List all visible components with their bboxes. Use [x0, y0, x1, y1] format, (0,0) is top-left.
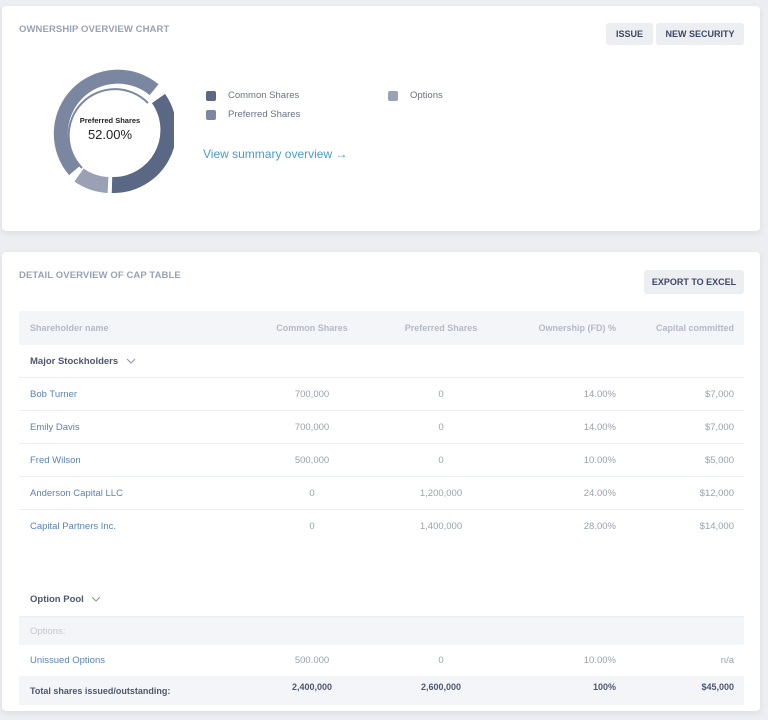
- table-row: Anderson Capital LLC 0 1,200,000 24.00% …: [19, 477, 744, 510]
- total-preferred-shares: 2,600,000: [420, 682, 462, 692]
- ownership-cell: 14.00%: [583, 421, 616, 433]
- total-capital-committed: $45,000: [701, 682, 734, 692]
- column-header-ownership[interactable]: Ownership (FD) %: [538, 323, 616, 333]
- group-label: Option Pool: [30, 594, 84, 605]
- table-row: Emily Davis 700,000 0 14.00% $7,000: [19, 411, 744, 444]
- total-common-shares: 2,400,000: [291, 682, 333, 692]
- cap-table-card-title: DETAIL OVERVIEW OF CAP TABLE: [19, 270, 181, 281]
- chart-legend: Common Shares Preferred Shares Options: [206, 90, 486, 130]
- shareholder-name-link[interactable]: Anderson Capital LLC: [30, 487, 123, 499]
- donut-svg: [53, 69, 174, 193]
- chevron-down-icon: [92, 597, 101, 603]
- legend-item-preferred-shares[interactable]: Preferred Shares: [206, 109, 300, 120]
- ownership-cell: 24.00%: [583, 487, 616, 499]
- options-subheader-row: Options:: [19, 616, 744, 645]
- common-shares-cell: 700,000: [294, 388, 330, 400]
- capital-committed-cell: $12,000: [699, 487, 734, 499]
- column-header-shareholder-name[interactable]: Shareholder name: [30, 323, 109, 333]
- donut-inner-accent: [67, 88, 149, 169]
- ownership-card-title: OWNERSHIP OVERVIEW CHART: [19, 24, 170, 35]
- capital-committed-cell: $5,000: [704, 454, 734, 466]
- preferred-shares-cell: 0: [438, 388, 444, 400]
- legend-label: Options: [410, 90, 443, 101]
- table-header-row: Shareholder name Common Shares Preferred…: [19, 311, 744, 345]
- ownership-cell: 28.00%: [583, 521, 616, 532]
- cap-table-card: DETAIL OVERVIEW OF CAP TABLE EXPORT TO E…: [2, 252, 760, 711]
- common-shares-cell: 700,000: [294, 421, 330, 433]
- shareholder-name-link[interactable]: Bob Turner: [30, 388, 77, 400]
- total-ownership: 100%: [592, 682, 616, 692]
- issue-button[interactable]: ISSUE: [606, 23, 653, 45]
- export-to-excel-button[interactable]: EXPORT TO EXCEL: [644, 270, 744, 294]
- column-header-capital-committed[interactable]: Capital committed: [655, 323, 734, 333]
- donut-segment-common: [111, 93, 174, 193]
- capital-committed-cell: $7,000: [704, 388, 734, 400]
- new-security-button[interactable]: NEW SECURITY: [656, 23, 744, 45]
- donut-segment-options: [74, 168, 109, 193]
- group-toggle-option-pool[interactable]: Option Pool: [19, 583, 744, 616]
- donut-center-value: 52.00%: [87, 127, 133, 142]
- cap-table: Shareholder name Common Shares Preferred…: [19, 311, 744, 705]
- total-label: Total shares issued/outstanding:: [30, 686, 171, 696]
- group-toggle-major-stockholders[interactable]: Major Stockholders: [19, 345, 744, 378]
- shareholder-name-link[interactable]: Fred Wilson: [30, 454, 81, 466]
- common-shares-cell: 500,000: [294, 454, 330, 466]
- table-row: Fred Wilson 500,000 0 10.00% $5,000: [19, 444, 744, 477]
- donut-segment-preferred: [53, 69, 159, 176]
- ownership-cell: 10.00%: [583, 655, 616, 666]
- group-label: Major Stockholders: [30, 355, 119, 367]
- legend-swatch-icon: [388, 90, 398, 101]
- ownership-cell: 10.00%: [583, 454, 616, 466]
- table-row: Unissued Options 500.000 0 10.00% n/a: [19, 645, 744, 676]
- preferred-shares-cell: 0: [438, 655, 444, 666]
- shareholder-name-link[interactable]: Emily Davis: [30, 421, 80, 433]
- ownership-overview-card: OWNERSHIP OVERVIEW CHART ISSUE NEW SECUR…: [2, 6, 760, 231]
- ownership-donut-chart: Preferred Shares 52.00%: [46, 65, 174, 193]
- view-summary-overview-link[interactable]: View summary overview →: [203, 147, 348, 161]
- preferred-shares-cell: 1,200,000: [419, 487, 463, 499]
- column-header-preferred-shares[interactable]: Preferred Shares: [404, 323, 478, 333]
- legend-label: Preferred Shares: [228, 109, 301, 120]
- options-subheader-label: Options:: [30, 625, 66, 637]
- total-row: Total shares issued/outstanding: 2,400,0…: [19, 676, 744, 705]
- legend-swatch-icon: [206, 90, 216, 101]
- table-row: Bob Turner 700,000 0 14.00% $7,000: [19, 378, 744, 411]
- legend-swatch-icon: [206, 109, 216, 120]
- legend-item-common-shares[interactable]: Common Shares: [206, 90, 299, 101]
- capital-committed-cell: n/a: [720, 655, 734, 666]
- common-shares-cell: 500.000: [294, 655, 330, 666]
- shareholder-name-link[interactable]: Unissued Options: [30, 655, 105, 666]
- capital-committed-cell: $14,000: [699, 521, 734, 532]
- common-shares-cell: 0: [309, 521, 315, 532]
- ownership-cell: 14.00%: [583, 388, 616, 400]
- preferred-shares-cell: 0: [438, 454, 444, 466]
- preferred-shares-cell: 0: [438, 421, 444, 433]
- common-shares-cell: 0: [309, 487, 315, 499]
- legend-label: Common Shares: [228, 90, 300, 101]
- donut-center: Preferred Shares 52.00%: [46, 65, 174, 193]
- chevron-down-icon: [126, 358, 136, 364]
- capital-committed-cell: $7,000: [704, 421, 734, 433]
- table-spacer: [19, 543, 744, 583]
- legend-item-options[interactable]: Options: [388, 90, 443, 101]
- donut-center-label: Preferred Shares: [79, 116, 141, 125]
- table-row: Capital Partners Inc. 0 1,400,000 28.00%…: [19, 510, 744, 543]
- column-header-common-shares[interactable]: Common Shares: [276, 323, 348, 333]
- shareholder-name-link[interactable]: Capital Partners Inc.: [30, 521, 117, 532]
- preferred-shares-cell: 1,400,000: [419, 521, 463, 532]
